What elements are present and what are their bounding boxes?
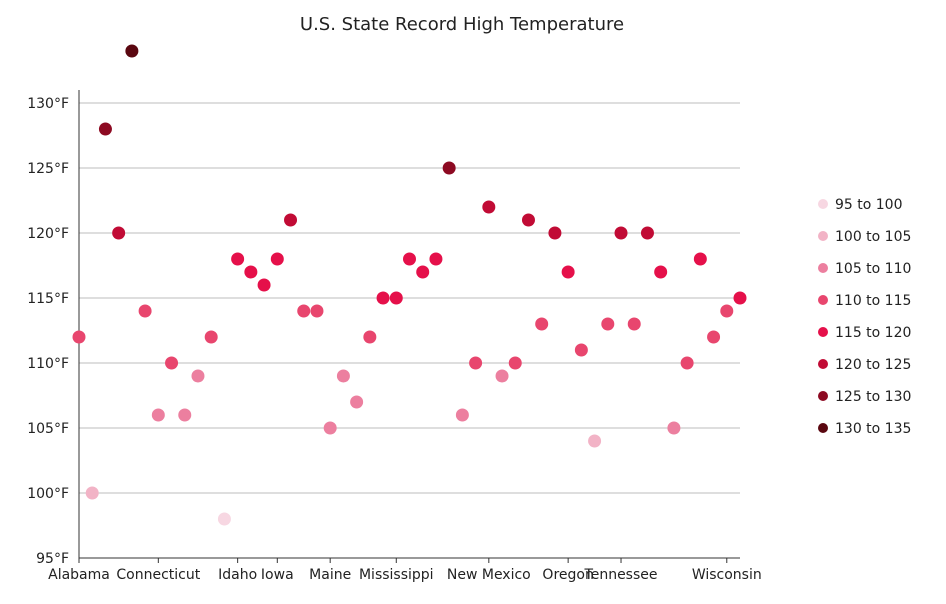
data-point xyxy=(165,356,179,370)
x-tick-label: Oregon xyxy=(542,567,593,583)
x-tick-label: Tennessee xyxy=(584,567,658,583)
data-point xyxy=(561,265,575,279)
y-tick-label: 120°F xyxy=(27,226,69,242)
data-point xyxy=(112,226,126,240)
data-point xyxy=(310,304,324,318)
legend-marker xyxy=(818,423,828,433)
data-point xyxy=(138,304,152,318)
x-tick-label: Connecticut xyxy=(116,567,200,583)
data-point xyxy=(389,291,403,305)
data-point xyxy=(707,330,721,344)
data-point xyxy=(654,265,668,279)
data-point xyxy=(72,330,86,344)
legend-marker xyxy=(818,391,828,401)
data-point xyxy=(416,265,430,279)
legend-marker xyxy=(818,359,828,369)
data-point xyxy=(429,252,443,266)
data-point xyxy=(574,343,588,357)
data-point xyxy=(376,291,390,305)
x-tick-label: Alabama xyxy=(48,567,110,583)
legend-label: 105 to 110 xyxy=(835,261,911,277)
data-point xyxy=(98,122,112,136)
x-tick-label: New Mexico xyxy=(447,567,531,583)
legend-marker xyxy=(818,231,828,241)
data-point xyxy=(191,369,205,383)
legend-marker xyxy=(818,295,828,305)
data-point xyxy=(508,356,522,370)
chart-title: U.S. State Record High Temperature xyxy=(299,14,625,35)
x-tick-label: Wisconsin xyxy=(692,567,762,583)
legend-label: 120 to 125 xyxy=(835,357,911,373)
x-tick-label: Maine xyxy=(309,567,351,583)
y-tick-label: 105°F xyxy=(27,421,69,437)
data-point xyxy=(667,421,681,435)
y-tick-label: 110°F xyxy=(27,356,69,372)
data-point xyxy=(297,304,311,318)
legend-label: 115 to 120 xyxy=(835,325,911,341)
data-point xyxy=(204,330,218,344)
x-tick-label: Mississippi xyxy=(359,567,434,583)
data-point xyxy=(363,330,377,344)
data-point xyxy=(151,408,165,422)
data-point xyxy=(733,291,747,305)
data-point xyxy=(720,304,734,318)
data-point xyxy=(217,512,231,526)
legend-label: 100 to 105 xyxy=(835,229,911,245)
legend-label: 95 to 100 xyxy=(835,197,903,213)
legend-marker xyxy=(818,327,828,337)
legend-marker xyxy=(818,199,828,209)
data-point xyxy=(614,226,628,240)
data-point xyxy=(588,434,602,448)
legend-label: 125 to 130 xyxy=(835,389,911,405)
data-point xyxy=(270,252,284,266)
data-point xyxy=(178,408,192,422)
data-point xyxy=(403,252,416,266)
y-tick-label: 130°F xyxy=(27,96,69,112)
x-tick-label: Iowa xyxy=(261,567,294,583)
data-point xyxy=(548,226,562,240)
legend-marker xyxy=(818,263,828,273)
data-point xyxy=(482,200,496,214)
data-point xyxy=(521,213,535,227)
data-point xyxy=(455,408,469,422)
legend-label: 110 to 115 xyxy=(835,293,911,309)
data-point xyxy=(125,44,139,58)
data-point xyxy=(495,369,509,383)
data-point xyxy=(244,265,258,279)
legend-label: 130 to 135 xyxy=(835,421,911,437)
y-tick-label: 125°F xyxy=(27,161,69,177)
data-point xyxy=(469,356,483,370)
data-point xyxy=(680,356,694,370)
x-tick-label: Idaho xyxy=(218,567,257,583)
data-point xyxy=(535,317,549,331)
y-tick-label: 95°F xyxy=(36,551,69,567)
y-tick-label: 100°F xyxy=(27,486,69,502)
data-point xyxy=(442,161,456,175)
data-point xyxy=(323,421,337,435)
y-tick-label: 115°F xyxy=(27,291,69,307)
data-point xyxy=(257,278,271,292)
data-point xyxy=(627,317,641,331)
data-point xyxy=(231,252,245,266)
data-point xyxy=(85,486,99,500)
data-point xyxy=(693,252,707,266)
data-point xyxy=(350,395,364,409)
data-point xyxy=(284,213,298,227)
data-point xyxy=(640,226,654,240)
data-point xyxy=(601,317,615,331)
data-point xyxy=(336,369,350,383)
